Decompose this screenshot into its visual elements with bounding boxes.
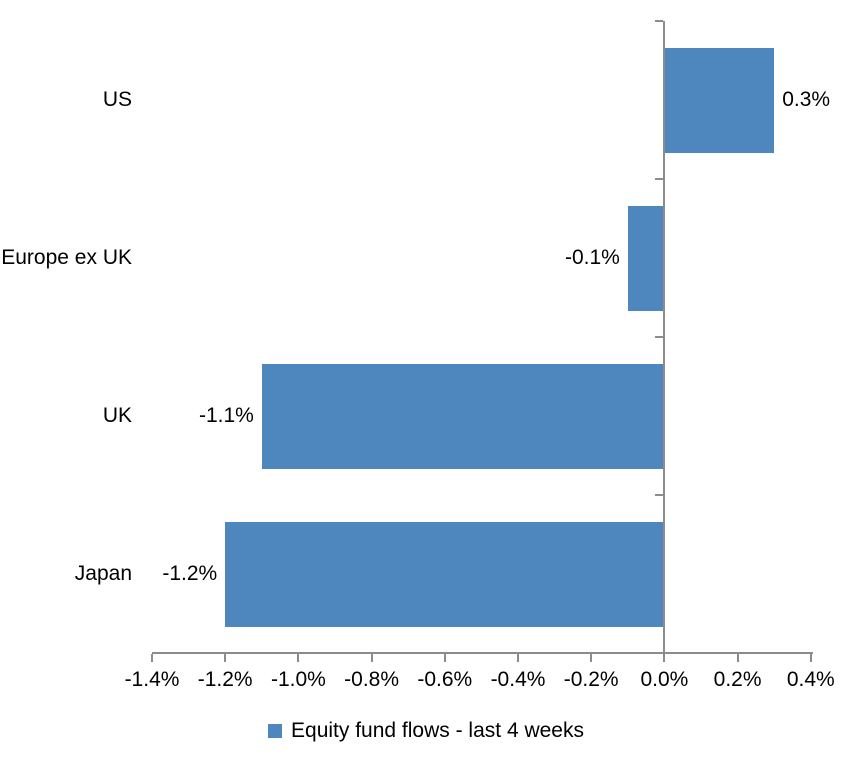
category-tick [655, 336, 664, 338]
category-tick [655, 178, 664, 180]
category-label: US [102, 88, 132, 111]
x-tick-label: 0.4% [786, 668, 835, 691]
x-tick-label: -0.6% [417, 668, 473, 691]
category-tick [655, 494, 664, 496]
legend: Equity fund flows - last 4 weeks [0, 716, 852, 746]
category-axis-line [663, 21, 666, 655]
x-tick-label: -1.2% [197, 668, 253, 691]
x-tick [297, 654, 300, 662]
data-label: -1.2% [162, 562, 218, 585]
bar-uk [261, 363, 665, 469]
x-tick [224, 654, 227, 662]
x-tick-label: -1.0% [270, 668, 326, 691]
legend-swatch [268, 724, 283, 738]
x-axis-line [152, 652, 813, 654]
x-tick-label: -0.8% [344, 668, 400, 691]
x-tick [151, 654, 153, 662]
data-label: -0.1% [564, 246, 620, 269]
x-tick [590, 654, 593, 662]
bar-us [664, 47, 775, 153]
category-label: UK [102, 404, 132, 427]
x-tick-label: 0.2% [713, 668, 762, 691]
x-tick-label: -0.4% [490, 668, 546, 691]
x-tick-label: -1.4% [124, 668, 180, 691]
x-tick [517, 654, 519, 662]
category-label: Japan [74, 562, 132, 585]
x-tick [370, 654, 373, 662]
bar-europe-ex-uk [627, 205, 665, 311]
category-tick [655, 20, 664, 22]
data-label: -1.1% [198, 404, 254, 427]
x-tick [663, 654, 666, 662]
x-tick [809, 654, 812, 662]
data-label: 0.3% [782, 88, 831, 111]
bar-japan [225, 521, 665, 627]
legend-label: Equity fund flows - last 4 weeks [291, 719, 584, 742]
x-tick-label: -0.2% [563, 668, 619, 691]
x-tick [736, 654, 739, 662]
x-tick [443, 654, 446, 662]
category-label: Europe ex UK [1, 246, 132, 269]
x-tick-label: 0.0% [640, 668, 689, 691]
